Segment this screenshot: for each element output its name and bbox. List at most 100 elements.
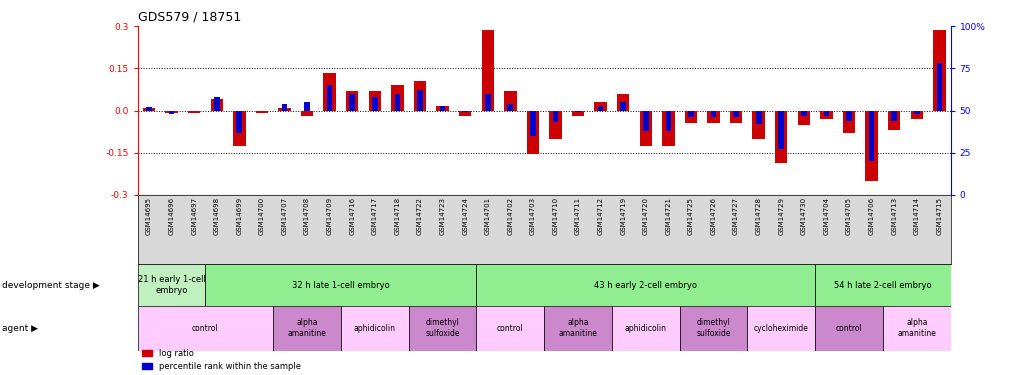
Bar xyxy=(679,306,747,351)
Text: dimethyl
sulfoxide: dimethyl sulfoxide xyxy=(425,318,460,338)
Bar xyxy=(774,111,787,163)
Bar xyxy=(168,111,174,114)
Text: GSM14724: GSM14724 xyxy=(462,197,468,235)
Bar xyxy=(842,111,854,133)
Bar xyxy=(503,91,516,111)
Text: alpha
amanitine: alpha amanitine xyxy=(287,318,326,338)
Bar xyxy=(165,111,177,113)
Bar xyxy=(484,94,490,111)
Bar xyxy=(530,111,535,136)
Bar xyxy=(544,306,611,351)
Bar xyxy=(273,306,340,351)
Text: 54 h late 2-cell embryo: 54 h late 2-cell embryo xyxy=(834,280,930,290)
Bar xyxy=(706,111,719,123)
Bar xyxy=(233,111,246,146)
Bar xyxy=(684,111,696,123)
Bar xyxy=(146,107,152,111)
Bar xyxy=(611,306,679,351)
Text: GSM14702: GSM14702 xyxy=(506,197,513,235)
Bar xyxy=(340,306,409,351)
Bar xyxy=(932,30,945,111)
Bar xyxy=(814,306,882,351)
Text: cycloheximide: cycloheximide xyxy=(753,324,808,333)
Bar xyxy=(597,106,603,111)
Text: GSM14697: GSM14697 xyxy=(191,197,197,235)
Bar xyxy=(661,111,674,146)
Bar xyxy=(462,111,468,112)
Bar xyxy=(777,111,784,149)
Text: GSM14704: GSM14704 xyxy=(822,197,828,235)
Bar xyxy=(594,102,606,111)
Text: aphidicolin: aphidicolin xyxy=(625,324,666,333)
Text: control: control xyxy=(496,324,523,333)
Text: GSM14696: GSM14696 xyxy=(168,197,174,235)
Bar xyxy=(459,111,471,116)
Text: GSM14700: GSM14700 xyxy=(259,197,265,235)
Bar xyxy=(394,94,399,111)
Text: GSM14716: GSM14716 xyxy=(348,197,355,235)
Bar xyxy=(639,111,651,146)
Bar xyxy=(278,108,290,111)
Text: control: control xyxy=(835,324,861,333)
Bar xyxy=(368,91,381,111)
Text: GSM14707: GSM14707 xyxy=(281,197,287,235)
Bar xyxy=(301,111,313,116)
Bar xyxy=(205,264,476,306)
Bar xyxy=(891,111,896,121)
Text: GSM14723: GSM14723 xyxy=(439,197,445,235)
Text: GSM14730: GSM14730 xyxy=(800,197,806,235)
Bar xyxy=(572,111,584,116)
Bar xyxy=(797,111,809,125)
Text: control: control xyxy=(192,324,219,333)
Bar xyxy=(688,111,693,117)
Text: 43 h early 2-cell embryo: 43 h early 2-cell embryo xyxy=(594,280,697,290)
Text: GSM14710: GSM14710 xyxy=(552,197,558,235)
Bar xyxy=(575,111,580,112)
Text: GSM14726: GSM14726 xyxy=(710,197,715,235)
Text: aphidicolin: aphidicolin xyxy=(354,324,395,333)
Bar xyxy=(138,264,205,306)
Text: GSM14711: GSM14711 xyxy=(575,197,581,235)
Bar xyxy=(409,306,476,351)
Text: GSM14713: GSM14713 xyxy=(891,197,897,235)
Bar xyxy=(507,104,513,111)
Bar xyxy=(822,111,828,116)
Text: GSM14712: GSM14712 xyxy=(597,197,603,235)
Bar xyxy=(620,102,626,111)
Text: agent ▶: agent ▶ xyxy=(2,324,38,333)
Bar xyxy=(439,106,445,111)
Bar xyxy=(752,111,764,139)
Text: GSM14715: GSM14715 xyxy=(935,197,942,235)
Text: 32 h late 1-cell embryo: 32 h late 1-cell embryo xyxy=(291,280,389,290)
Bar xyxy=(256,111,268,113)
Bar xyxy=(236,111,242,133)
Bar xyxy=(710,111,715,117)
Bar xyxy=(476,264,814,306)
Bar xyxy=(326,86,332,111)
Bar xyxy=(476,306,544,351)
Bar xyxy=(747,306,814,351)
Text: GDS579 / 18751: GDS579 / 18751 xyxy=(138,11,240,24)
Bar xyxy=(882,306,950,351)
Text: GSM14714: GSM14714 xyxy=(913,197,919,235)
Text: GSM14722: GSM14722 xyxy=(417,197,423,235)
Text: GSM14727: GSM14727 xyxy=(733,197,739,235)
Bar xyxy=(548,111,561,139)
Bar xyxy=(481,30,493,111)
Text: GSM14703: GSM14703 xyxy=(529,197,535,235)
Bar xyxy=(552,111,557,122)
Text: GSM14695: GSM14695 xyxy=(146,197,152,235)
Bar xyxy=(800,111,806,116)
Bar xyxy=(864,111,877,181)
Text: GSM14699: GSM14699 xyxy=(236,197,243,235)
Bar xyxy=(350,94,355,111)
Legend: log ratio, percentile rank within the sample: log ratio, percentile rank within the sa… xyxy=(142,349,301,371)
Text: 21 h early 1-cell
embryο: 21 h early 1-cell embryο xyxy=(138,275,205,295)
Bar xyxy=(733,111,738,117)
Bar xyxy=(214,97,219,111)
Bar xyxy=(616,94,629,111)
Bar xyxy=(345,91,358,111)
Bar xyxy=(210,99,223,111)
Bar xyxy=(642,111,648,131)
Text: GSM14719: GSM14719 xyxy=(620,197,626,235)
